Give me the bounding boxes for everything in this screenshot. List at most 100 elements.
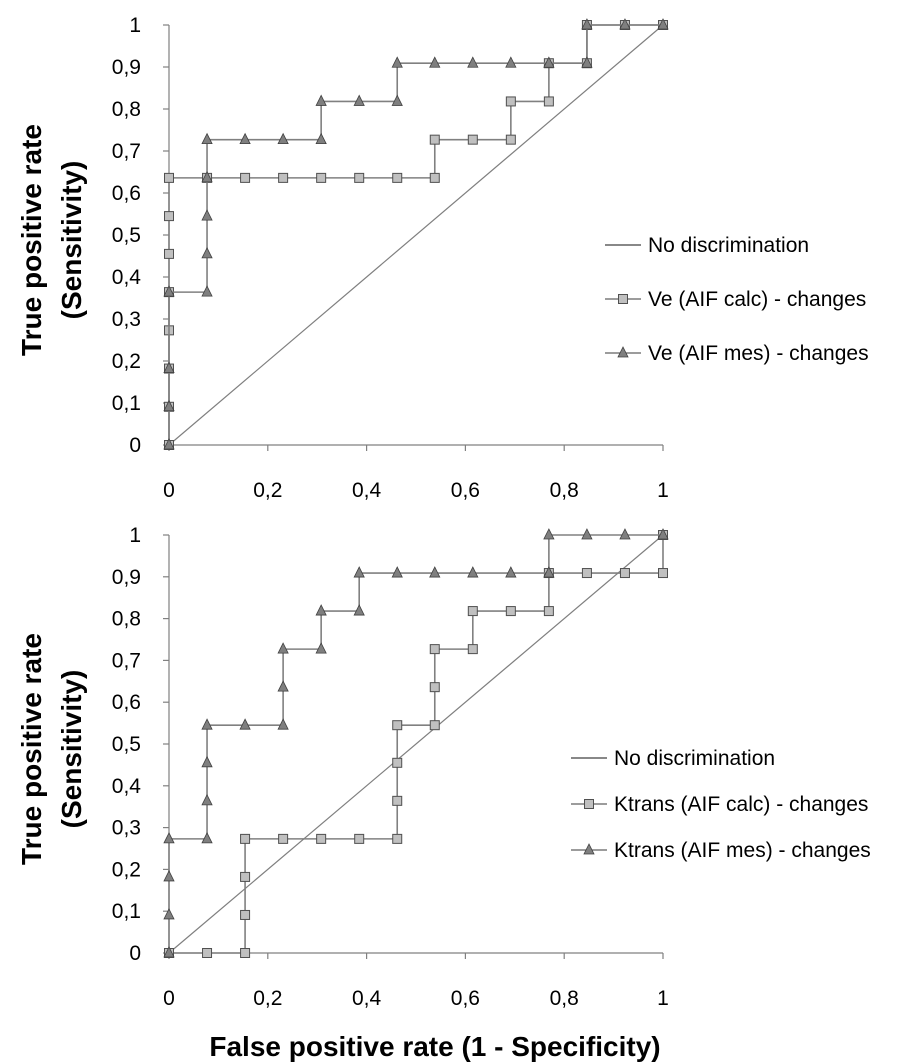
data-point (429, 720, 440, 731)
y-tick-label: 0,1 (112, 900, 141, 923)
series-line (168, 24, 664, 446)
data-point (391, 566, 403, 578)
data-point (353, 604, 365, 616)
data-point (240, 909, 251, 920)
series-1 (168, 24, 664, 446)
data-point (543, 606, 554, 617)
data-point (658, 568, 668, 579)
data-point (278, 172, 289, 183)
data-point (429, 172, 440, 183)
y-tick-label: 0,9 (112, 56, 141, 79)
roc-chart-1: 0 0,1 0,2 0,3 0,4 0,5 0,6 0,7 0,8 0,9 1 0 0,2 0,4 0,6 0… (16, 14, 869, 502)
data-point (467, 566, 479, 578)
data-point (315, 604, 327, 616)
y-tick-label: 0,6 (112, 691, 141, 714)
series-3 (163, 528, 669, 958)
series-3 (163, 18, 669, 450)
data-point (240, 833, 251, 844)
data-point (163, 361, 175, 373)
y-axis-label-line2: (Sensitivity) (56, 670, 87, 829)
data-point (277, 680, 289, 692)
data-point (391, 94, 403, 106)
data-point (316, 172, 327, 183)
data-point (429, 644, 440, 655)
data-point (240, 948, 251, 958)
legend: No discrimination Ktrans (AIF calc) - cha… (571, 747, 871, 862)
x-tick-label: 0,4 (352, 987, 382, 1010)
data-point (392, 833, 403, 844)
y-tick-label: 0,3 (112, 817, 141, 840)
data-point (505, 566, 517, 578)
data-point (201, 170, 213, 183)
data-point (392, 172, 403, 183)
data-point (315, 642, 327, 654)
y-tick-label: 0,9 (112, 566, 141, 589)
data-point (392, 795, 403, 806)
shared-x-axis-label: False positive rate (1 - Specificity) (209, 1031, 660, 1062)
data-point (353, 566, 365, 578)
data-point (391, 56, 403, 68)
data-point (201, 247, 213, 259)
data-point (619, 528, 631, 540)
data-point (657, 18, 669, 30)
data-point (392, 757, 403, 768)
data-point (201, 793, 213, 806)
data-point (163, 946, 175, 958)
y-axis-label-line1: True positive rate (16, 633, 47, 865)
data-point (164, 211, 174, 222)
legend-label: No discrimination (614, 747, 775, 770)
legend-label: Ve (AIF calc) - changes (648, 288, 866, 311)
data-point (240, 871, 251, 882)
series-line (168, 24, 663, 445)
y-tick-label: 0,1 (112, 392, 141, 415)
data-point (581, 568, 592, 579)
y-axis-label-line2: (Sensitivity) (56, 161, 87, 320)
y-tick-label: 0,7 (112, 140, 141, 163)
legend-marker (583, 843, 595, 855)
data-point (543, 566, 555, 578)
data-point (163, 399, 175, 412)
data-point (353, 94, 365, 106)
data-point (201, 285, 213, 297)
y-tick-label: 0,4 (112, 775, 142, 798)
y-tick-label: 0 (129, 942, 141, 965)
data-point (277, 718, 289, 730)
data-point (315, 94, 327, 106)
data-point (429, 566, 441, 578)
data-point (201, 831, 213, 844)
data-point (581, 56, 593, 68)
legend: No discrimination Ve (AIF calc) - changes… (605, 234, 869, 365)
legend-marker (617, 346, 629, 358)
y-tick-label: 0,8 (112, 98, 141, 121)
data-point (201, 209, 213, 221)
data-point (164, 248, 174, 259)
data-point (163, 908, 175, 920)
data-point (505, 96, 516, 107)
data-point (240, 172, 251, 183)
data-point (164, 172, 174, 183)
data-point (201, 718, 213, 730)
y-tick-label: 0,8 (112, 608, 141, 631)
data-point (657, 528, 669, 540)
data-point (277, 642, 289, 654)
y-tick-label: 0,2 (112, 858, 141, 881)
x-tick-label: 0,4 (352, 479, 382, 502)
y-tick-label: 0,7 (112, 649, 141, 672)
x-tick-label: 0 (163, 987, 175, 1010)
x-tick-label: 0,8 (550, 479, 579, 502)
legend-label: Ve (AIF mes) - changes (648, 342, 869, 365)
data-point (316, 833, 327, 844)
data-point (581, 18, 593, 30)
data-point (201, 132, 213, 145)
y-tick-label: 1 (129, 14, 141, 37)
data-point (581, 528, 593, 540)
y-tick-label: 0,5 (112, 733, 141, 756)
data-point (239, 132, 251, 145)
data-point (543, 56, 555, 68)
y-axis-label-line1: True positive rate (16, 124, 47, 356)
x-tick-label: 0,6 (451, 479, 480, 502)
x-tick-label: 0,2 (253, 987, 282, 1010)
data-point (467, 606, 478, 617)
data-point (277, 132, 289, 145)
